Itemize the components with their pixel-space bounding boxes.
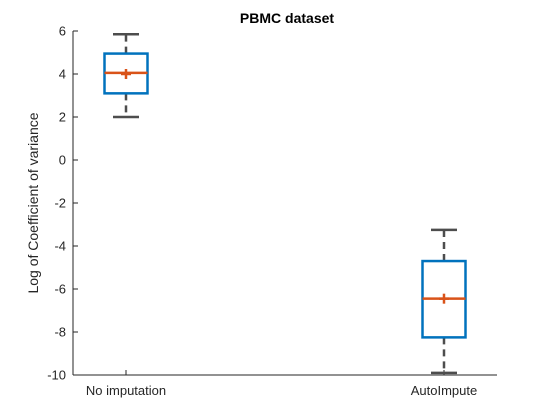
tick-labels: -10 -8 -6 -4 -2 0 2 4 6 No imputation AutoImpute bbox=[47, 24, 477, 399]
box-no-imputation bbox=[103, 32, 149, 119]
box-autoimpute bbox=[421, 228, 467, 375]
y-tick-label: 6 bbox=[59, 24, 66, 39]
x-tick-label: AutoImpute bbox=[411, 383, 478, 398]
y-tick-label: -4 bbox=[54, 239, 66, 254]
box-series bbox=[103, 32, 467, 375]
plot-axes bbox=[72, 30, 497, 376]
x-tick-label: No imputation bbox=[86, 383, 166, 398]
y-tick-label: 4 bbox=[59, 67, 66, 82]
y-tick-label: -8 bbox=[54, 325, 66, 340]
y-tick-label: -2 bbox=[54, 196, 66, 211]
y-tick-label: -10 bbox=[47, 368, 66, 383]
y-axis-label: Log of Coefficient of variance bbox=[25, 112, 41, 293]
y-tick-label: 2 bbox=[59, 110, 66, 125]
chart-title: PBMC dataset bbox=[240, 10, 334, 26]
y-tick-label: -6 bbox=[54, 282, 66, 297]
y-tick-label: 0 bbox=[59, 153, 66, 168]
